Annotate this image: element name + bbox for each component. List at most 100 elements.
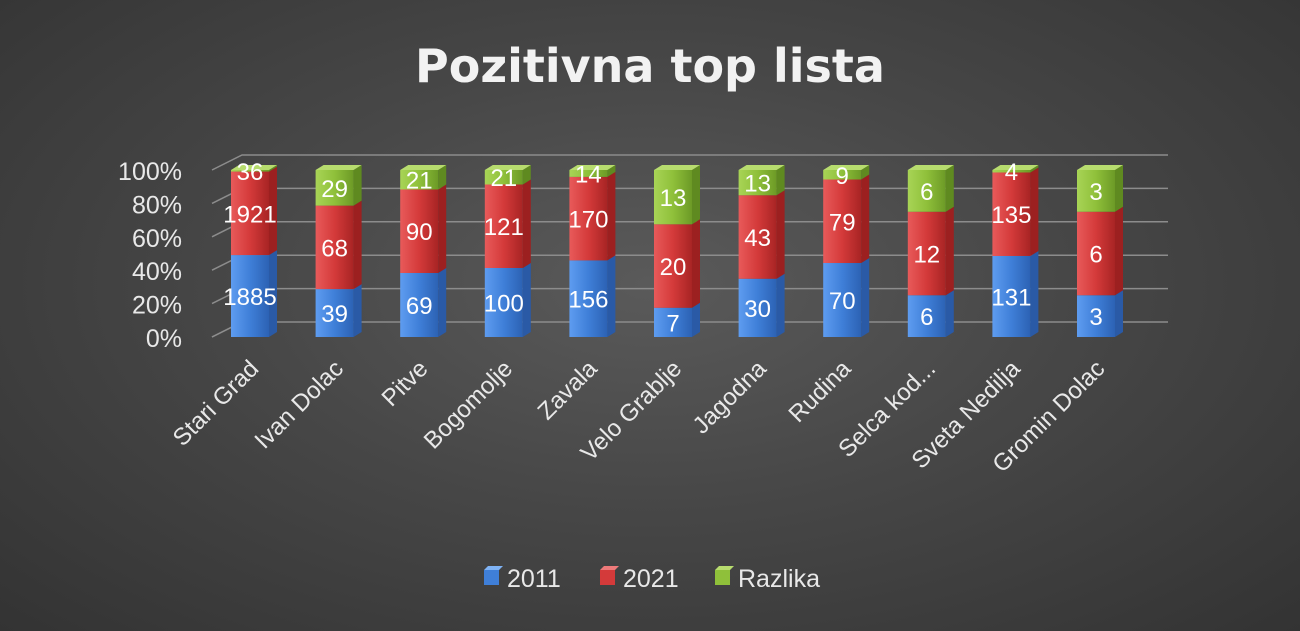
bar-side xyxy=(692,219,700,308)
bar-top xyxy=(569,165,616,170)
bar-segment-razlika xyxy=(569,170,608,177)
data-label: 14 xyxy=(575,161,602,188)
bar-segment-2011 xyxy=(992,255,1031,337)
bar-top xyxy=(738,165,785,170)
bar-side xyxy=(1115,206,1123,296)
bar-side xyxy=(522,262,531,337)
bar-segment-razlika xyxy=(315,170,354,206)
bar-stack: 7 20 13 xyxy=(654,165,700,337)
bar-side xyxy=(269,166,277,256)
legend-swatch-top xyxy=(715,566,734,570)
data-label: 70 xyxy=(829,288,856,315)
bar-top xyxy=(315,165,362,170)
data-label: 4 xyxy=(1005,159,1018,186)
data-label: 3 xyxy=(1089,304,1102,331)
bar-segment-2021 xyxy=(738,195,777,279)
bar-top xyxy=(400,165,447,170)
bar-stack: 69 90 21 xyxy=(400,165,447,337)
bar-side xyxy=(692,165,700,225)
gridline xyxy=(211,154,1168,171)
bar-side xyxy=(861,258,870,337)
bar-side xyxy=(861,165,870,180)
bar-segment-razlika xyxy=(484,170,523,185)
bar-side xyxy=(861,174,870,264)
bar-segment-razlika xyxy=(907,170,946,212)
bar-segment-2011 xyxy=(738,278,777,337)
bar-segment-2021 xyxy=(484,184,523,268)
legend-swatch xyxy=(715,570,730,585)
bar-top xyxy=(484,165,531,170)
data-label: 121 xyxy=(484,214,524,241)
data-label: 68 xyxy=(321,235,348,262)
bar-top xyxy=(231,165,277,170)
bar-side xyxy=(607,255,616,337)
data-label: 12 xyxy=(913,242,940,269)
bar-segment-2021 xyxy=(654,224,692,308)
bar-side xyxy=(1030,250,1039,337)
bar-side xyxy=(945,206,954,296)
bar-stack: 131 135 4 xyxy=(991,159,1039,337)
x-tick-label: Bogomolje xyxy=(419,355,518,454)
bar-segment-2011 xyxy=(823,263,862,337)
bar-stack: 1885 1921 36 xyxy=(223,159,277,337)
data-label: 1921 xyxy=(223,201,276,228)
x-tick-label: Stari Grad xyxy=(168,355,264,451)
data-label: 21 xyxy=(490,165,517,192)
data-label: 135 xyxy=(991,202,1031,229)
bar-side xyxy=(1030,165,1039,173)
bar-side xyxy=(438,267,447,337)
data-label: 1885 xyxy=(223,284,276,311)
bar-side xyxy=(438,165,447,190)
data-label: 20 xyxy=(660,254,687,281)
data-label: 69 xyxy=(406,293,433,320)
bar-side xyxy=(1115,165,1123,212)
bar-stack: 3 6 3 xyxy=(1077,165,1123,337)
bar-segment-razlika xyxy=(738,170,777,196)
data-label: 30 xyxy=(744,296,771,323)
bar-side xyxy=(522,165,531,185)
y-tick-label: 80% xyxy=(132,191,182,219)
legend-swatch-top xyxy=(600,566,619,570)
chart-title: Pozitivna top lista xyxy=(415,39,885,93)
bar-segment-2021 xyxy=(907,211,946,296)
bar-segment-2021 xyxy=(315,205,354,290)
legend-item: 2011 xyxy=(484,565,561,593)
bar-segment-2021 xyxy=(400,189,439,273)
bar-side xyxy=(269,165,277,172)
data-label: 170 xyxy=(568,207,608,234)
data-label: 21 xyxy=(406,168,433,195)
legend-swatch-top xyxy=(484,566,503,570)
x-tick-label: Zavala xyxy=(533,355,603,425)
bar-segment-2011 xyxy=(907,295,946,337)
bar-stack: 156 170 14 xyxy=(568,161,616,337)
legend-item: Razlika xyxy=(715,565,820,593)
bar-segment-2021 xyxy=(1077,211,1115,296)
bar-segment-2011 xyxy=(315,289,354,337)
bar-side xyxy=(692,302,700,337)
legend-item: 2021 xyxy=(600,565,679,593)
data-label: 131 xyxy=(991,284,1031,311)
bar-top xyxy=(907,165,954,170)
bar-segment-razlika xyxy=(823,170,862,180)
bar-top xyxy=(992,165,1039,170)
bar-segment-2021 xyxy=(992,172,1031,256)
data-label: 29 xyxy=(321,176,348,203)
bar-segment-razlika xyxy=(231,170,269,172)
data-label: 39 xyxy=(321,301,348,328)
bar-top xyxy=(823,165,870,170)
bar-stack: 6 12 6 xyxy=(907,165,954,337)
bar-segment-2021 xyxy=(231,171,269,256)
data-label: 156 xyxy=(568,287,608,314)
data-label: 43 xyxy=(744,225,771,252)
bar-top xyxy=(654,165,700,170)
x-tick-label: Jagodna xyxy=(688,355,773,440)
data-label: 100 xyxy=(484,290,524,317)
data-label: 6 xyxy=(920,304,933,331)
bar-side xyxy=(353,284,362,337)
data-label: 6 xyxy=(920,179,933,206)
bar-segment-2011 xyxy=(400,272,439,337)
bar-side xyxy=(776,273,785,337)
bar-side xyxy=(438,184,447,273)
